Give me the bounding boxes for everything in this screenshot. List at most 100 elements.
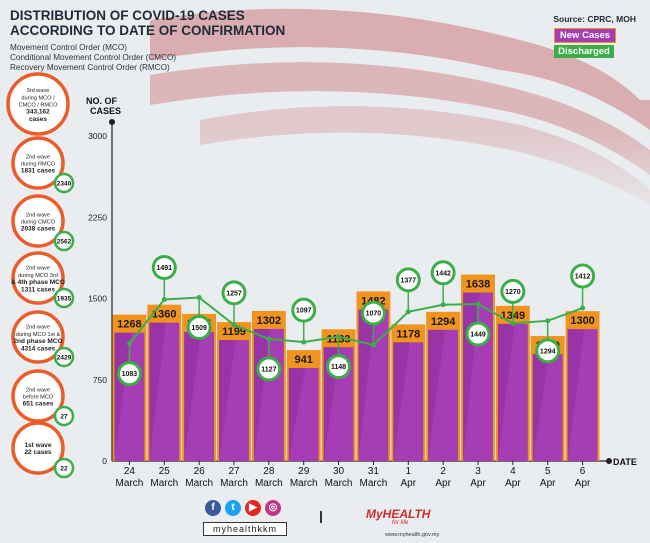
y-tick-label: 750 bbox=[93, 375, 107, 385]
bar-shade bbox=[288, 368, 306, 461]
wave-circle-text: 4314 cases bbox=[21, 345, 56, 352]
discharged-point bbox=[510, 320, 516, 326]
chart-title: DISTRIBUTION OF COVID-19 CASES ACCORDING… bbox=[10, 8, 285, 38]
wave-badge-value: 27 bbox=[60, 414, 68, 421]
discharged-value-label: 1127 bbox=[261, 366, 276, 373]
wave-badge-value: 2340 bbox=[57, 181, 72, 188]
discharged-point bbox=[545, 318, 551, 324]
instagram-icon[interactable]: ◎ bbox=[265, 500, 281, 516]
wave-circle-text: during MCO 1st & bbox=[16, 332, 61, 338]
discharged-value-label: 1377 bbox=[400, 277, 416, 284]
discharged-value-label: 1491 bbox=[156, 265, 172, 272]
wave-circle bbox=[6, 72, 70, 136]
wave-circle bbox=[11, 369, 65, 423]
wave-badge-value: 22 bbox=[60, 466, 68, 473]
wave-circle-text: before MCO bbox=[23, 395, 54, 401]
title-line-2: ACCORDING TO DATE OF CONFIRMATION bbox=[10, 23, 286, 38]
legend-new-cases: New Cases bbox=[554, 28, 616, 43]
wave-discharged-badge bbox=[53, 172, 75, 194]
discharged-marker bbox=[395, 267, 421, 293]
discharged-point bbox=[196, 295, 202, 301]
wave-circle-text: 1st wave bbox=[24, 442, 51, 449]
wave-circle-text: 2nd wave bbox=[26, 212, 50, 218]
discharged-marker bbox=[256, 356, 282, 382]
wave-discharged-badge bbox=[53, 287, 75, 309]
discharged-point bbox=[475, 301, 481, 307]
discharged-point bbox=[301, 339, 307, 345]
y-tick-label: 3000 bbox=[88, 131, 107, 141]
wave-circle-text: 3rd wave bbox=[27, 88, 50, 94]
wave-circle-text: 2nd wave bbox=[26, 387, 50, 393]
x-tick-label-day: 1 bbox=[406, 466, 412, 477]
youtube-icon[interactable]: ▶ bbox=[245, 500, 261, 516]
discharged-value-label: 1083 bbox=[122, 371, 138, 378]
discharged-value-label: 1097 bbox=[296, 308, 312, 315]
bar-shade bbox=[532, 354, 550, 461]
wave-circle-text: CMCO / RMCO bbox=[19, 103, 58, 109]
wave-circle-text: 651 cases bbox=[23, 401, 54, 408]
discharged-marker bbox=[116, 361, 142, 387]
order-legend: Movement Control Order (MCO) Conditional… bbox=[10, 43, 176, 73]
x-tick-label-month: Apr bbox=[470, 478, 486, 489]
twitter-icon[interactable]: t bbox=[225, 500, 241, 516]
x-tick-label-month: Apr bbox=[575, 478, 591, 489]
x-tick-label-month: March bbox=[325, 478, 353, 489]
discharged-point bbox=[126, 341, 132, 347]
bar-value-label: 1300 bbox=[570, 315, 594, 327]
bar-value-label: 1268 bbox=[117, 319, 141, 331]
x-tick-label-month: March bbox=[220, 478, 248, 489]
wave-circle bbox=[11, 310, 65, 364]
bar-shade bbox=[358, 309, 376, 461]
discharged-point bbox=[266, 336, 272, 342]
x-tick-label-month: March bbox=[290, 478, 318, 489]
wave-circle-text: 1311 cases bbox=[21, 286, 55, 293]
x-tick-label-month: Apr bbox=[435, 478, 451, 489]
x-axis-end-dot bbox=[606, 458, 612, 464]
title-line-1: DISTRIBUTION OF COVID-19 CASES bbox=[10, 8, 245, 23]
wave-circle-text: 2nd wave bbox=[26, 266, 50, 272]
discharged-marker bbox=[570, 263, 596, 289]
discharged-point bbox=[405, 309, 411, 315]
bar-shade bbox=[184, 331, 201, 461]
y-tick-label: 1500 bbox=[88, 294, 107, 304]
wave-badge-value: 2429 bbox=[57, 355, 72, 362]
bar-value-label: 1360 bbox=[152, 309, 176, 321]
y-axis-label-2: CASES bbox=[90, 106, 121, 116]
x-tick-label-day: 27 bbox=[228, 466, 240, 477]
facebook-icon[interactable]: f bbox=[205, 500, 221, 516]
wave-discharged-badge bbox=[53, 405, 75, 427]
subtitle-mco: Movement Control Order (MCO) bbox=[10, 43, 127, 52]
footer-divider bbox=[320, 511, 322, 523]
discharged-value-label: 1148 bbox=[331, 364, 346, 371]
bar-shade bbox=[428, 329, 445, 461]
wave-circle-text: cases bbox=[29, 116, 47, 123]
x-tick-label-day: 24 bbox=[124, 466, 136, 477]
wave-circle-text: 2038 cases bbox=[21, 226, 56, 233]
discharged-marker bbox=[465, 321, 491, 347]
subtitle-cmco: Conditional Movement Control Order (CMCO… bbox=[10, 53, 177, 62]
x-tick-label-day: 5 bbox=[545, 466, 551, 477]
wave-circle-text: 2nd wave bbox=[26, 154, 50, 160]
y-axis-label: NO. OF bbox=[86, 96, 118, 106]
discharged-marker bbox=[360, 300, 386, 326]
discharged-value-label: 1509 bbox=[191, 325, 207, 332]
x-tick-label-month: March bbox=[360, 478, 388, 489]
bar-value-label: 941 bbox=[295, 354, 313, 366]
discharged-line bbox=[128, 296, 583, 347]
discharged-marker bbox=[291, 297, 317, 323]
myhealth-logo: MyHEALTH bbox=[366, 507, 431, 521]
x-tick-label-day: 31 bbox=[368, 466, 380, 477]
bar-shade bbox=[393, 342, 410, 461]
discharged-point bbox=[161, 296, 167, 302]
discharged-point bbox=[231, 322, 237, 328]
x-tick-label-day: 30 bbox=[333, 466, 345, 477]
x-tick-label-month: March bbox=[150, 478, 178, 489]
discharged-marker bbox=[430, 260, 456, 286]
wave-circle-text: 2nd wave bbox=[26, 325, 50, 331]
wave-circle-text: during CMCO bbox=[21, 220, 56, 226]
bar-value-label: 1178 bbox=[396, 328, 420, 340]
y-axis-end-dot bbox=[109, 119, 115, 125]
discharged-marker bbox=[186, 315, 212, 341]
discharged-point bbox=[370, 342, 376, 348]
